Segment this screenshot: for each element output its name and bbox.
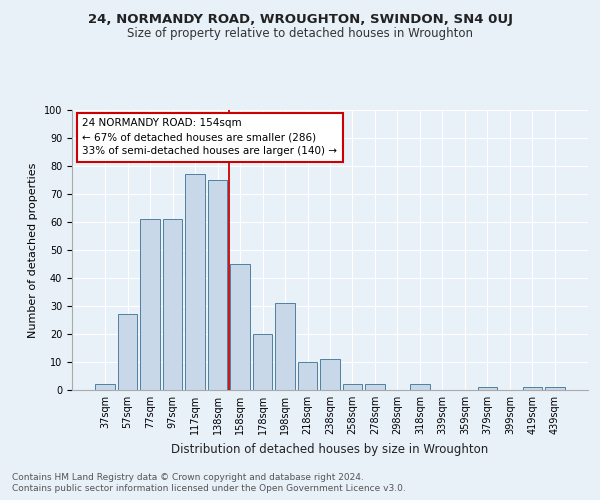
Text: 24 NORMANDY ROAD: 154sqm
← 67% of detached houses are smaller (286)
33% of semi-: 24 NORMANDY ROAD: 154sqm ← 67% of detach… — [82, 118, 337, 156]
Bar — [365, 384, 385, 390]
Text: Size of property relative to detached houses in Wroughton: Size of property relative to detached ho… — [127, 28, 473, 40]
Bar — [343, 384, 362, 390]
Bar — [410, 384, 430, 390]
Text: Contains public sector information licensed under the Open Government Licence v3: Contains public sector information licen… — [12, 484, 406, 493]
Bar — [298, 362, 317, 390]
Bar — [545, 387, 565, 390]
Bar — [140, 219, 160, 390]
Text: Distribution of detached houses by size in Wroughton: Distribution of detached houses by size … — [172, 442, 488, 456]
Bar — [163, 219, 182, 390]
Bar — [478, 387, 497, 390]
Bar — [95, 384, 115, 390]
Bar — [523, 387, 542, 390]
Bar — [320, 359, 340, 390]
Bar — [118, 314, 137, 390]
Bar — [275, 303, 295, 390]
Bar — [253, 334, 272, 390]
Bar — [208, 180, 227, 390]
Bar — [185, 174, 205, 390]
Text: 24, NORMANDY ROAD, WROUGHTON, SWINDON, SN4 0UJ: 24, NORMANDY ROAD, WROUGHTON, SWINDON, S… — [88, 12, 512, 26]
Text: Contains HM Land Registry data © Crown copyright and database right 2024.: Contains HM Land Registry data © Crown c… — [12, 472, 364, 482]
Y-axis label: Number of detached properties: Number of detached properties — [28, 162, 38, 338]
Bar — [230, 264, 250, 390]
